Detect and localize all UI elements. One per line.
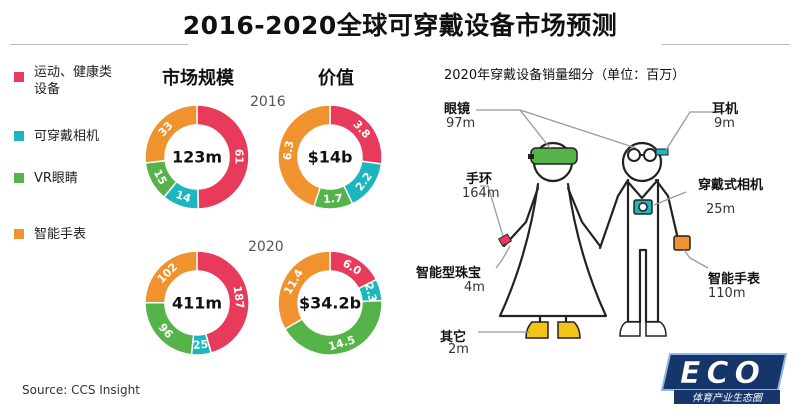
legend-swatch: [14, 229, 24, 239]
camera-strap: [626, 180, 658, 200]
leader-lines: [476, 109, 712, 333]
legend-label: 智能手表: [34, 227, 87, 242]
vr-strap: [528, 154, 534, 159]
segment-label: 14: [174, 188, 193, 205]
breakdown-value-wristband: 164m: [462, 186, 500, 201]
legend-label: 运动、健康类设备: [34, 65, 113, 97]
breakdown-value-glasses: 97m: [446, 116, 476, 131]
legend-swatch: [14, 131, 24, 141]
woman-left-arm: [502, 186, 540, 248]
vr-headset-icon: [530, 147, 578, 165]
breakdown-label-wristband: 手环: [466, 172, 493, 187]
legend-label: VR眼睛: [34, 171, 78, 186]
breakdown-label-camera: 穿戴式相机: [698, 178, 764, 193]
donut-segment: [144, 104, 198, 164]
legend-label: 可穿戴相机: [34, 129, 100, 144]
legend-swatch: [14, 173, 24, 183]
segment-label: 6.3: [281, 140, 297, 161]
breakdown-value-earphones: 9m: [714, 116, 735, 131]
donut-center-label: 411m: [172, 294, 222, 313]
legend-swatch: [14, 72, 24, 82]
earphone-icon: [655, 148, 669, 156]
donut-segment: [283, 299, 383, 356]
segment-label: 61: [232, 149, 245, 164]
title-rule-right: [662, 44, 790, 45]
smart-glasses-icon: [627, 148, 657, 162]
woman-right-shoe-icon: [557, 321, 581, 339]
segment-label: 187: [231, 285, 247, 310]
donut-center-label: $34.2b: [299, 294, 361, 313]
donut-segment: [277, 250, 331, 331]
man-left-arm: [598, 178, 630, 250]
breakdown-value-jewelry: 4m: [464, 280, 485, 295]
donut-segment: [144, 250, 198, 304]
man-left-shoe-icon: [619, 321, 641, 337]
source-note: Source: CCS Insight: [22, 383, 140, 397]
man-right-shoe-icon: [645, 321, 667, 337]
breakdown-value-other: 2m: [448, 342, 469, 357]
breakdown-value-camera: 25m: [706, 202, 736, 217]
smartwatch-icon: [673, 235, 691, 251]
segment-label: 2.3: [362, 281, 380, 303]
woman-dress: [498, 182, 608, 318]
donut-center-label: 123m: [172, 148, 222, 167]
breakdown-label-other: 其它: [440, 330, 467, 345]
breakdown-value-smartwatch: 110m: [708, 286, 746, 301]
woman-right-arm: [566, 186, 602, 248]
breakdown-label-earphones: 耳机: [712, 102, 739, 117]
man-head: [621, 141, 663, 183]
breakdown-title: 2020年穿戴设备销量细分（单位：百万）: [444, 68, 686, 83]
camera-lens-icon: [638, 202, 648, 212]
column-header-market-size: 市场规模: [162, 68, 234, 89]
woman-left-shoe-icon: [525, 321, 549, 339]
segment-label: 25: [192, 338, 208, 352]
breakdown-label-jewelry: 智能型珠宝: [416, 266, 482, 281]
year-label-2016: 2016: [250, 94, 286, 110]
wristband-icon: [497, 233, 513, 247]
donut-segment: [196, 250, 250, 354]
year-label-2020: 2020: [248, 239, 284, 255]
eco-logo: ECO 体育产业生态圈: [660, 353, 788, 404]
svg-text:ECO: ECO: [680, 356, 766, 391]
title-rule-left: [10, 44, 188, 45]
woman-legs: [538, 314, 568, 324]
donut-center-label: $14b: [308, 148, 353, 167]
man-right-arm: [654, 178, 682, 250]
segment-label: 15: [151, 167, 170, 187]
donut-segment: [277, 104, 331, 208]
breakdown-label-smartwatch: 智能手表: [708, 272, 761, 287]
breakdown-label-glasses: 眼镜: [444, 102, 471, 117]
segment-label: 1.7: [323, 192, 343, 206]
donut-segment: [196, 104, 250, 210]
svg-text:体育产业生态圈: 体育产业生态圈: [692, 392, 764, 404]
page-title: 2016-2020全球可穿戴设备市场预测: [182, 11, 618, 40]
column-header-value: 价值: [318, 68, 354, 89]
